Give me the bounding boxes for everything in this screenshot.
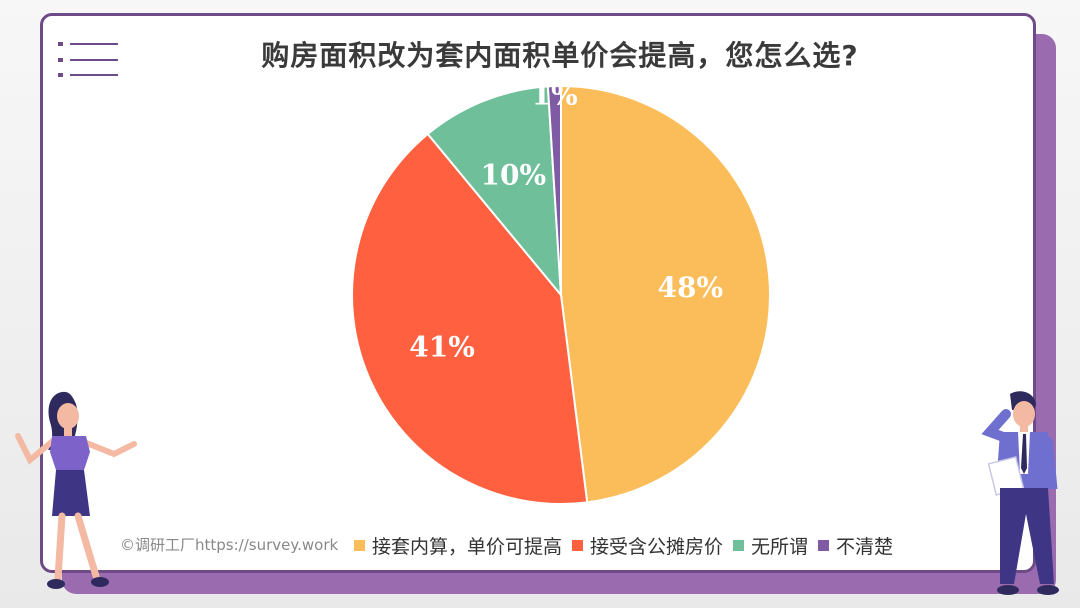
pie-slice-0 <box>560 84 771 504</box>
man-on-phone-illustration <box>981 391 1059 595</box>
legend-swatch-0 <box>354 540 365 551</box>
woman-presenting-illustration <box>15 391 137 589</box>
legend-label-1: 接受含公摊房价 <box>590 536 724 558</box>
pie-label-3: 1% <box>532 78 578 111</box>
legend-swatch-3 <box>818 540 830 551</box>
pie-label-2: 10% <box>481 159 547 192</box>
source-credit: ©调研工厂https://survey.work <box>120 536 339 554</box>
legend-swatch-2 <box>733 540 745 551</box>
page-title: 购房面积改为套内面积单价会提高，您怎么选? <box>261 39 859 72</box>
legend-label-2: 无所谓 <box>751 536 809 558</box>
menu-list-icon <box>58 42 118 77</box>
legend-item-3: 不清楚 <box>818 532 893 559</box>
legend: 接套内算，单价可提高 接受含公摊房价 无所谓 不清楚 <box>354 532 903 559</box>
pie-slice-3 <box>546 84 562 296</box>
legend-label-3: 不清楚 <box>836 536 894 558</box>
legend-label-0: 接套内算，单价可提高 <box>372 536 563 558</box>
pie-slice-1 <box>351 132 589 505</box>
pie-label-1: 41% <box>409 330 475 363</box>
legend-item-0: 接套内算，单价可提高 <box>354 532 562 559</box>
legend-item-2: 无所谓 <box>733 532 808 559</box>
pie-slice-2 <box>426 85 563 299</box>
legend-item-1: 接受含公摊房价 <box>572 532 723 559</box>
legend-swatch-1 <box>572 540 584 551</box>
pie-label-0: 48% <box>658 271 724 304</box>
